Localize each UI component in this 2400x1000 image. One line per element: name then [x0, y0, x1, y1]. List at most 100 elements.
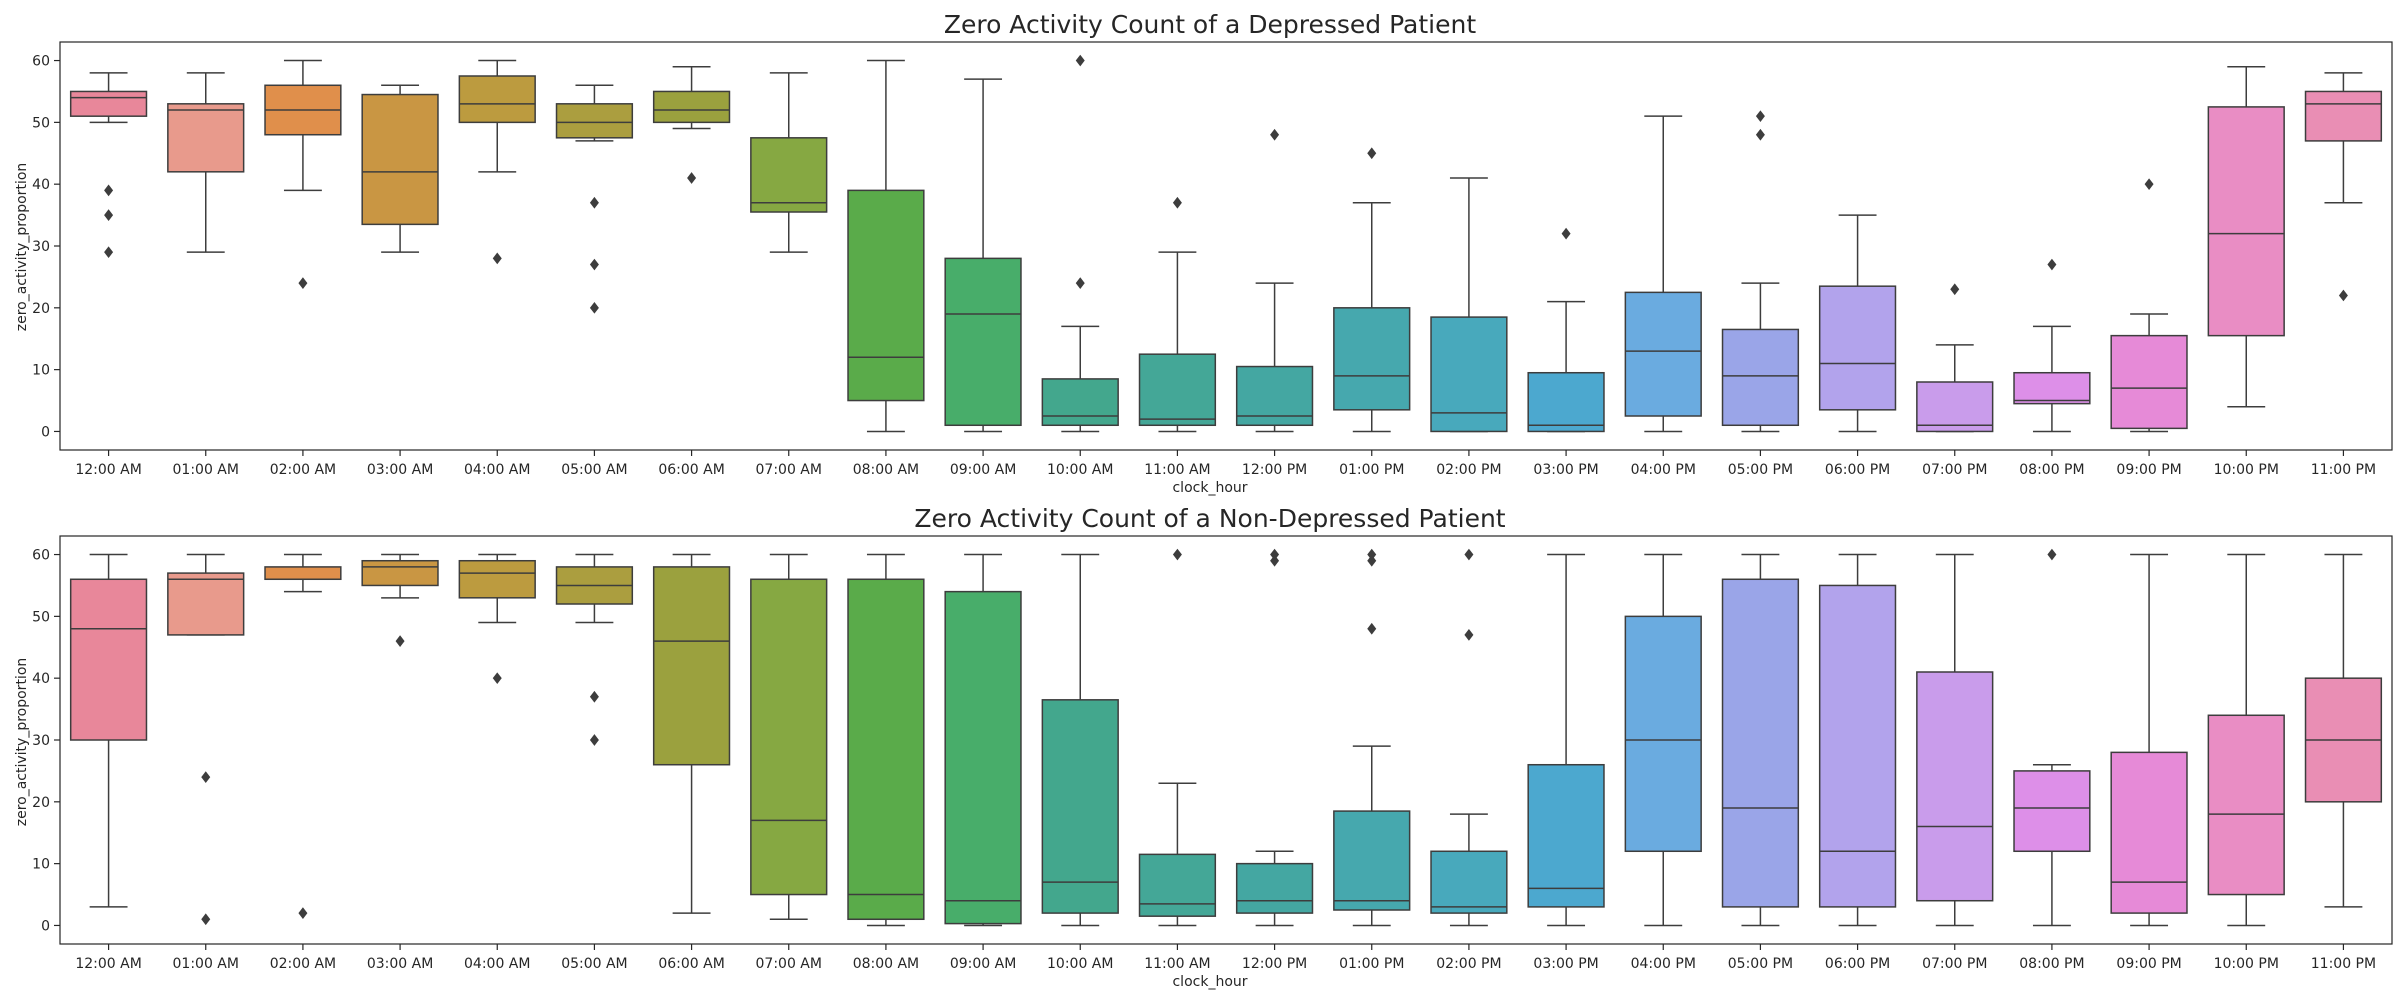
outlier-point	[1172, 196, 1182, 209]
y-tick-label: 30	[32, 733, 50, 749]
y-tick-label: 20	[32, 795, 50, 811]
box-iqr	[555, 103, 634, 139]
y-axis-label: zero_activity_proportion	[14, 163, 30, 332]
box-iqr	[1138, 353, 1217, 427]
outlier-point	[1075, 277, 1085, 289]
x-axis-label: clock_hour	[1172, 974, 1247, 990]
outlier-point	[2047, 258, 2057, 271]
outlier-point	[589, 734, 599, 746]
box-07:00 AM	[750, 72, 828, 253]
x-tick-label: 04:00 AM	[464, 462, 530, 478]
box-iqr	[1235, 862, 1314, 914]
box-03:00 AM	[361, 553, 439, 647]
box-11:00 PM	[2304, 72, 2383, 302]
y-tick-label: 30	[32, 239, 50, 255]
chart-title: Zero Activity Count of a Depressed Patie…	[944, 10, 1477, 39]
box-iqr	[2207, 106, 2285, 337]
box-12:00 PM	[1235, 128, 1314, 433]
y-tick-label: 50	[32, 609, 50, 625]
box-04:00 AM	[458, 553, 536, 685]
outlier-point	[1270, 128, 1280, 141]
box-iqr	[69, 578, 148, 741]
box-iqr	[652, 566, 731, 766]
x-tick-label: 06:00 PM	[1825, 956, 1890, 972]
x-tick-label: 11:00 PM	[2311, 956, 2376, 972]
box-iqr	[1041, 699, 1119, 914]
x-tick-label: 07:00 PM	[1922, 462, 1987, 478]
box-iqr	[167, 572, 245, 636]
outlier-point	[201, 771, 211, 783]
y-tick-label: 50	[32, 115, 50, 131]
box-02:00 AM	[264, 59, 342, 289]
box-iqr	[361, 559, 439, 587]
box-09:00 AM	[944, 78, 1022, 433]
y-tick-label: 60	[32, 548, 50, 564]
box-09:00 PM	[2110, 178, 2188, 433]
box-05:00 PM	[1721, 110, 1800, 433]
box-10:00 AM	[1041, 553, 1119, 927]
box-iqr	[847, 189, 925, 402]
box-iqr	[1333, 307, 1411, 411]
box-iqr	[264, 566, 342, 581]
x-tick-label: 09:00 AM	[950, 462, 1016, 478]
box-iqr	[1138, 853, 1217, 917]
box-11:00 AM	[1138, 548, 1217, 927]
x-tick-label: 04:00 PM	[1631, 462, 1696, 478]
box-03:00 PM	[1527, 553, 1605, 927]
box-05:00 AM	[555, 84, 634, 314]
outlier-point	[2338, 289, 2348, 302]
box-04:00 PM	[1624, 115, 1702, 433]
x-tick-label: 08:00 PM	[2019, 462, 2084, 478]
x-tick-label: 06:00 AM	[658, 462, 724, 478]
x-tick-label: 06:00 PM	[1825, 462, 1890, 478]
outlier-point	[1075, 54, 1085, 67]
y-tick-label: 40	[32, 671, 50, 687]
box-02:00 AM	[264, 553, 342, 919]
x-tick-label: 03:00 PM	[1533, 956, 1598, 972]
outlier-point	[492, 252, 502, 265]
outlier-point	[589, 690, 599, 703]
box-07:00 PM	[1916, 553, 1994, 927]
box-12:00 AM	[69, 553, 148, 908]
outlier-point	[1755, 128, 1765, 141]
box-08:00 AM	[847, 59, 925, 433]
box-07:00 AM	[750, 553, 828, 921]
box-iqr	[1818, 584, 1897, 908]
box-iqr	[944, 257, 1022, 427]
chart-title: Zero Activity Count of a Non-Depressed P…	[914, 504, 1505, 533]
box-08:00 PM	[2013, 258, 2091, 433]
outlier-point	[2144, 178, 2154, 191]
x-tick-label: 01:00 AM	[173, 956, 239, 972]
box-01:00 PM	[1333, 147, 1411, 433]
y-tick-label: 40	[32, 177, 50, 193]
box-iqr	[2110, 334, 2188, 430]
outlier-point	[1464, 629, 1474, 641]
outlier-point	[201, 913, 211, 926]
box-12:00 PM	[1235, 548, 1314, 927]
x-tick-label: 11:00 AM	[1144, 462, 1210, 478]
outlier-point	[1755, 110, 1765, 123]
box-02:00 PM	[1430, 177, 1508, 433]
box-iqr	[1916, 671, 1994, 902]
x-tick-label: 12:00 AM	[75, 462, 141, 478]
box-iqr	[1430, 850, 1508, 914]
box-04:00 PM	[1624, 553, 1702, 927]
x-tick-label: 01:00 PM	[1339, 956, 1404, 972]
x-tick-label: 12:00 PM	[1242, 956, 1307, 972]
outlier-point	[492, 672, 502, 685]
box-01:00 PM	[1333, 548, 1411, 927]
box-iqr	[2207, 714, 2285, 896]
box-iqr	[2013, 770, 2091, 853]
outlier-point	[298, 907, 308, 919]
box-08:00 AM	[847, 553, 925, 927]
box-iqr	[2110, 751, 2188, 914]
x-tick-label: 07:00 PM	[1922, 956, 1987, 972]
outlier-point	[104, 184, 114, 197]
outlier-point	[589, 196, 599, 209]
x-tick-label: 12:00 AM	[75, 956, 141, 972]
box-iqr	[1721, 578, 1800, 908]
x-tick-label: 02:00 AM	[270, 956, 336, 972]
box-iqr	[1916, 381, 1994, 433]
y-axis-label: zero_activity_proportion	[14, 658, 30, 827]
x-tick-label: 07:00 AM	[756, 956, 822, 972]
